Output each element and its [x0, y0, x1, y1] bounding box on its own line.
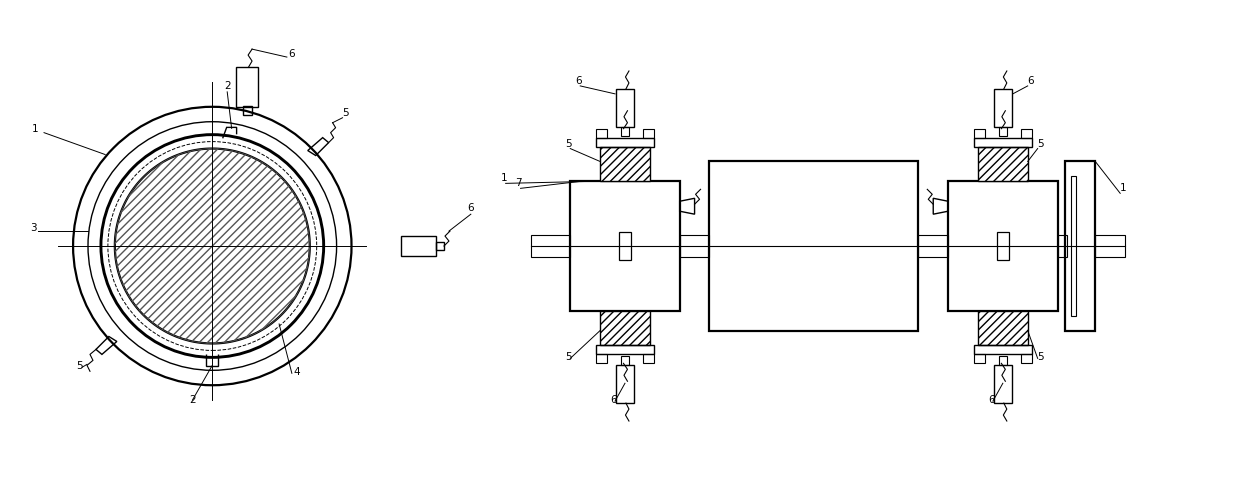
Bar [1021, 355, 1032, 364]
Bar [973, 137, 1032, 147]
Bar [616, 89, 634, 126]
Bar [994, 366, 1012, 403]
Bar [994, 89, 1012, 126]
Bar [680, 235, 709, 257]
Bar [621, 357, 629, 366]
Bar [973, 345, 1032, 355]
Bar [243, 106, 252, 115]
Text: 2: 2 [224, 81, 231, 91]
Bar [600, 310, 650, 345]
Bar [709, 162, 919, 330]
Text: 5: 5 [565, 352, 572, 363]
Bar [999, 126, 1007, 135]
Text: 5: 5 [1038, 352, 1044, 363]
Bar [642, 128, 653, 137]
Text: 1: 1 [1120, 184, 1127, 193]
Text: 4: 4 [294, 367, 300, 377]
Bar [1021, 128, 1032, 137]
Text: 6: 6 [289, 49, 295, 59]
Bar [978, 310, 1028, 345]
Text: 7: 7 [516, 179, 522, 188]
Text: 6: 6 [610, 395, 616, 405]
Bar [642, 355, 653, 364]
Bar [616, 366, 634, 403]
Text: 2: 2 [188, 395, 196, 405]
Polygon shape [115, 149, 310, 343]
Bar [570, 182, 680, 310]
Bar [1065, 162, 1095, 330]
Bar [621, 126, 629, 135]
Bar [1095, 235, 1125, 257]
Bar [997, 232, 1009, 260]
Bar [531, 235, 570, 257]
Bar [236, 67, 258, 107]
Text: 6: 6 [1028, 76, 1034, 86]
Text: 6: 6 [467, 203, 474, 213]
Bar [402, 236, 436, 256]
Text: 5: 5 [1038, 138, 1044, 149]
Bar [600, 147, 650, 182]
Bar [978, 147, 1028, 182]
Bar [1071, 177, 1076, 315]
Text: 3: 3 [30, 223, 37, 233]
Bar [619, 232, 631, 260]
Bar [973, 355, 985, 364]
Text: 5: 5 [76, 361, 82, 372]
Bar [596, 128, 608, 137]
Text: 1: 1 [501, 174, 507, 184]
Bar [919, 235, 949, 257]
Bar [596, 355, 608, 364]
Text: 5: 5 [342, 108, 348, 118]
Bar [1058, 235, 1068, 257]
Text: 6: 6 [575, 76, 582, 86]
Bar [949, 182, 1058, 310]
Bar [973, 128, 985, 137]
Bar [999, 357, 1007, 366]
Text: 1: 1 [32, 124, 38, 133]
Bar [596, 137, 653, 147]
Text: 5: 5 [565, 138, 572, 149]
Text: 6: 6 [988, 395, 994, 405]
Bar [436, 242, 444, 250]
Bar [596, 345, 653, 355]
